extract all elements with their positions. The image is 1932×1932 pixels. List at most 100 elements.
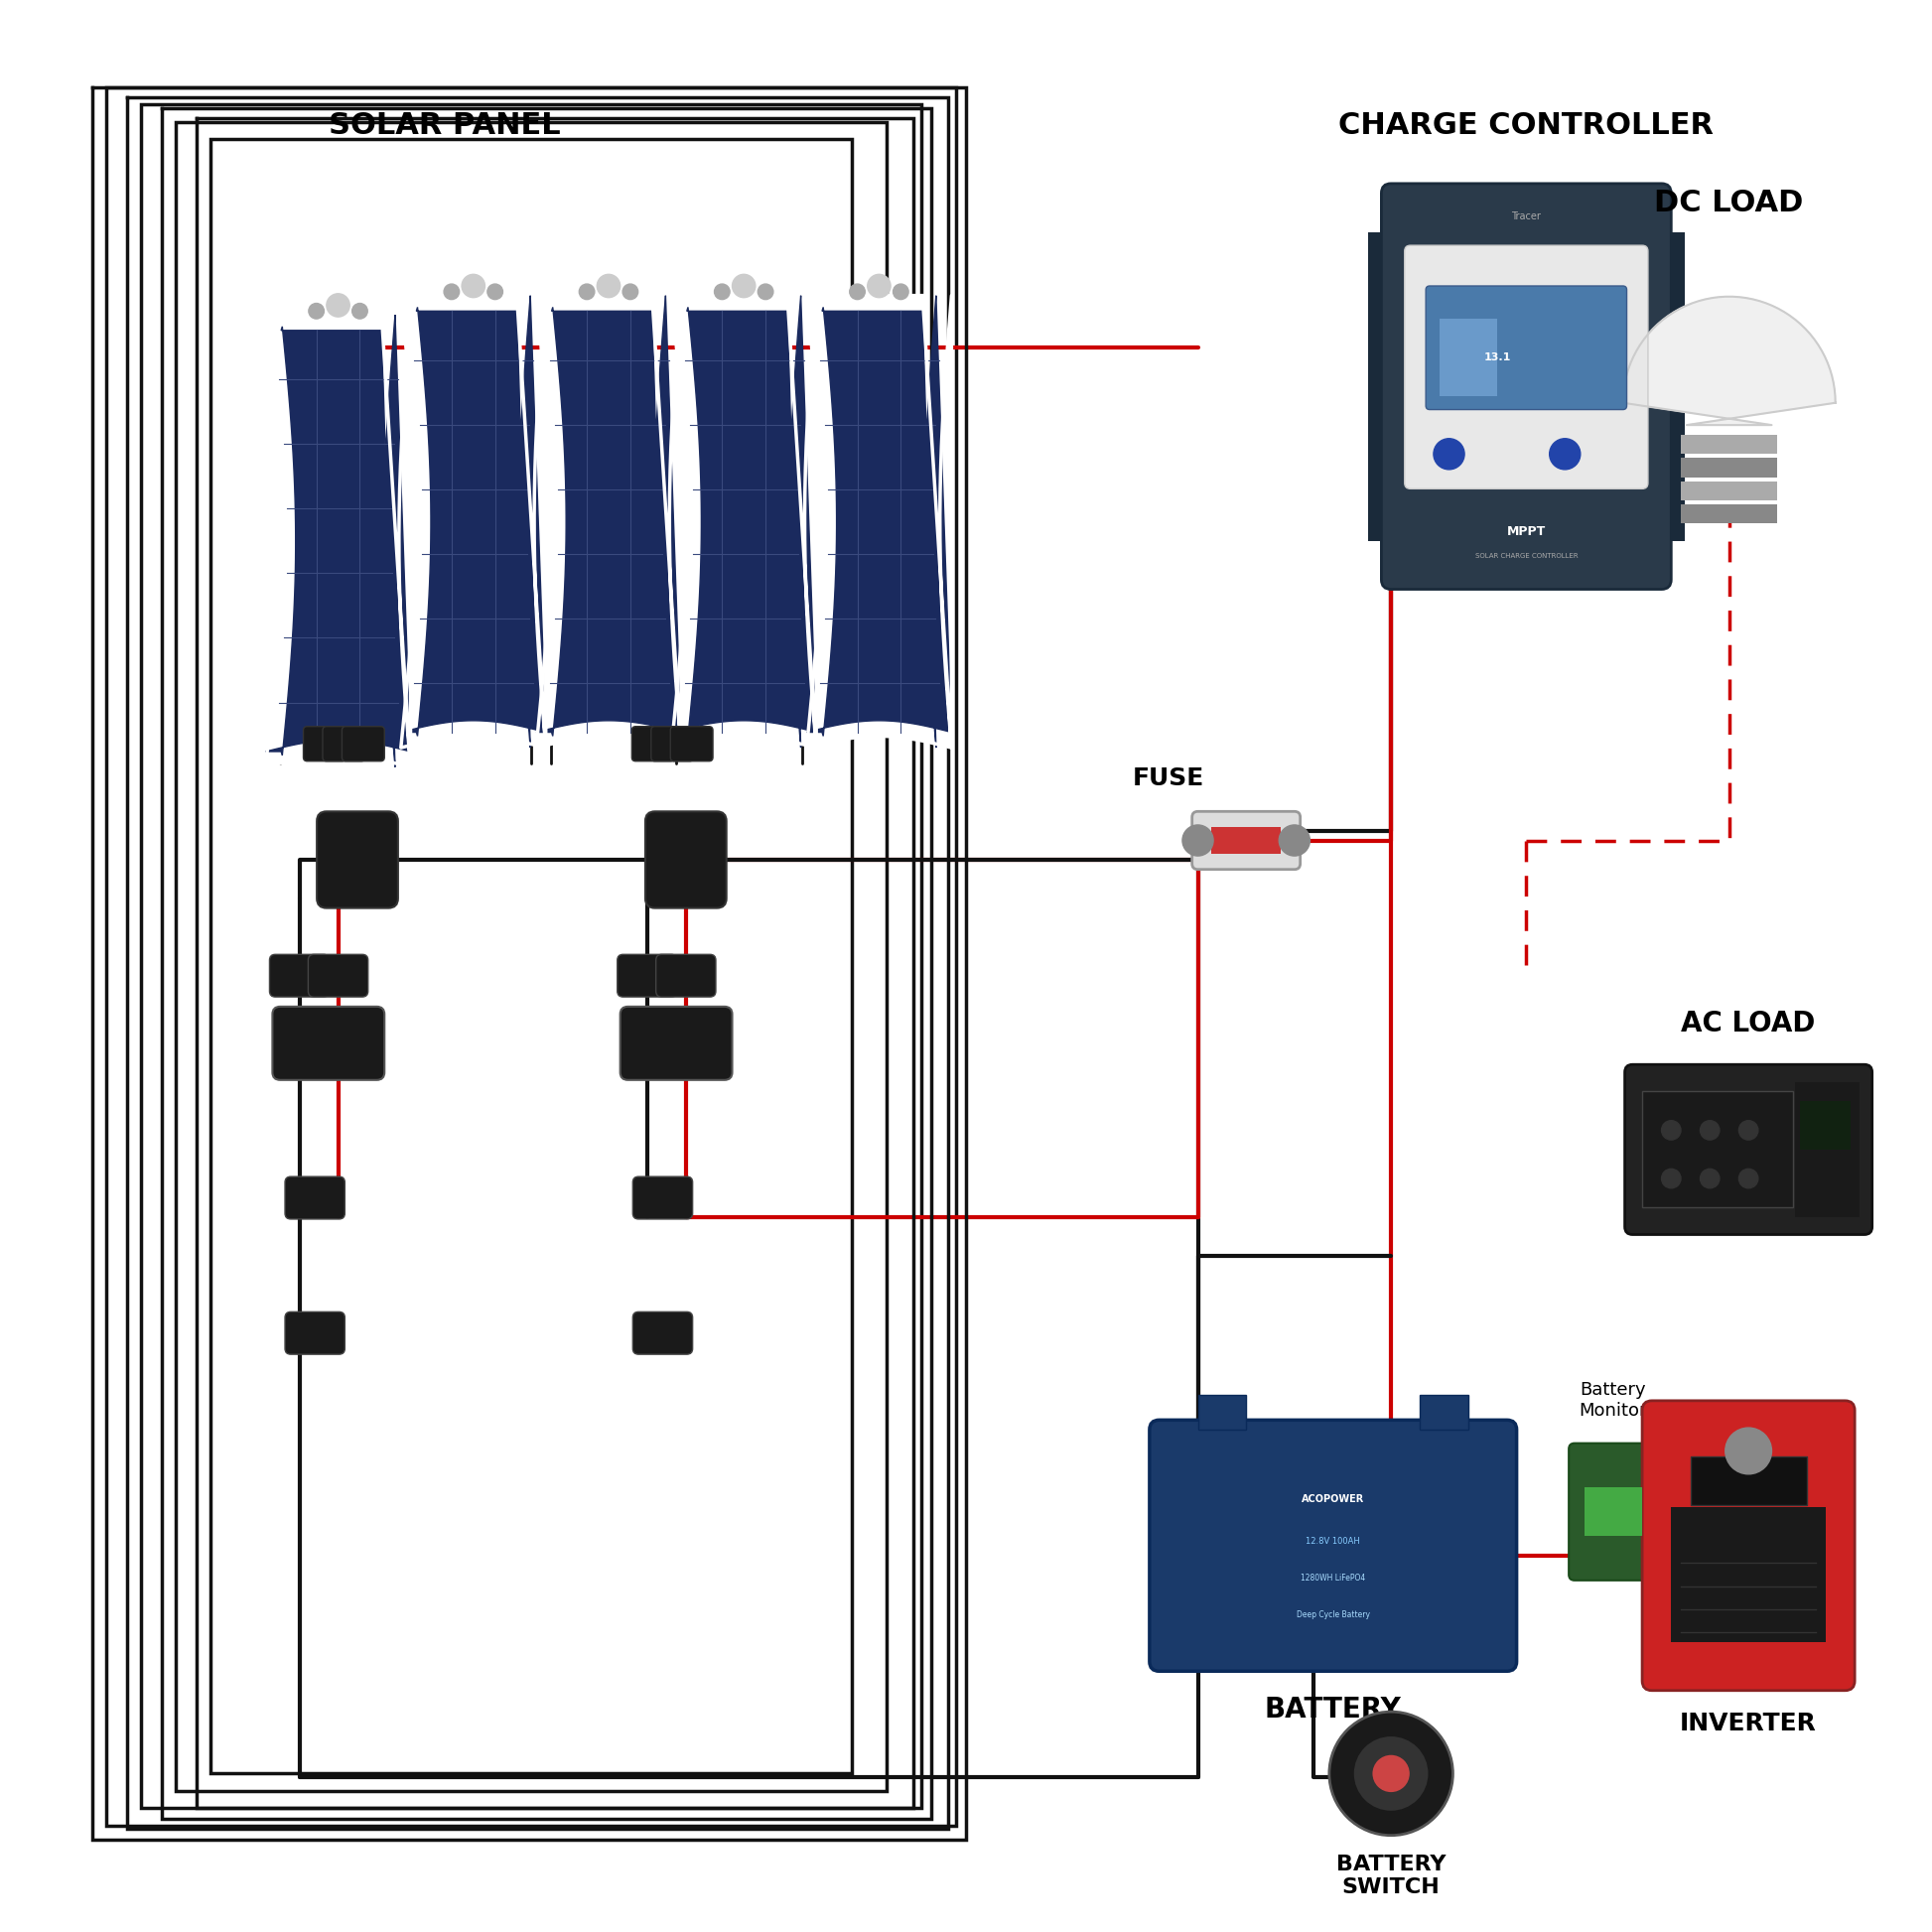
FancyBboxPatch shape: [272, 1007, 384, 1080]
Polygon shape: [808, 296, 951, 748]
Text: BATTERY: BATTERY: [1265, 1696, 1401, 1723]
FancyBboxPatch shape: [1625, 1065, 1872, 1235]
Bar: [106, 87, 956, 1826]
Circle shape: [850, 284, 866, 299]
Bar: [1642, 1092, 1793, 1208]
FancyBboxPatch shape: [323, 726, 365, 761]
FancyBboxPatch shape: [1426, 286, 1627, 410]
Bar: [1439, 319, 1497, 396]
Polygon shape: [537, 296, 680, 748]
Bar: [1584, 1488, 1642, 1536]
Text: FUSE: FUSE: [1132, 767, 1206, 790]
Text: 12.8V 100AH: 12.8V 100AH: [1306, 1536, 1360, 1546]
Polygon shape: [402, 296, 547, 748]
Circle shape: [1549, 439, 1580, 469]
FancyBboxPatch shape: [634, 1312, 694, 1354]
FancyBboxPatch shape: [618, 954, 678, 997]
FancyBboxPatch shape: [1150, 1420, 1517, 1671]
Text: 1280WH LiFePO4: 1280WH LiFePO4: [1300, 1573, 1366, 1582]
Bar: [176, 122, 887, 1791]
Circle shape: [1329, 1712, 1453, 1835]
FancyBboxPatch shape: [645, 811, 726, 908]
Circle shape: [715, 284, 730, 299]
Circle shape: [622, 284, 638, 299]
Circle shape: [327, 294, 350, 317]
Bar: [1211, 827, 1281, 854]
Circle shape: [1739, 1121, 1758, 1140]
Circle shape: [757, 284, 773, 299]
Text: INVERTER: INVERTER: [1681, 1712, 1816, 1735]
Circle shape: [1434, 439, 1464, 469]
FancyBboxPatch shape: [634, 1177, 694, 1219]
Bar: [1662, 232, 1685, 541]
Circle shape: [1662, 1121, 1681, 1140]
Text: SOLAR PANEL: SOLAR PANEL: [328, 112, 560, 139]
Circle shape: [580, 284, 595, 299]
Polygon shape: [1623, 298, 1835, 425]
Bar: [1198, 1395, 1246, 1430]
FancyBboxPatch shape: [307, 954, 367, 997]
Bar: [1795, 1082, 1861, 1217]
Text: Tracer: Tracer: [1511, 211, 1542, 222]
Bar: [1690, 1457, 1806, 1505]
Bar: [1681, 458, 1777, 477]
Text: MPPT: MPPT: [1507, 526, 1546, 537]
Text: BATTERY
SWITCH: BATTERY SWITCH: [1337, 1855, 1445, 1897]
Polygon shape: [265, 315, 410, 767]
FancyBboxPatch shape: [303, 726, 346, 761]
FancyBboxPatch shape: [269, 954, 328, 997]
Text: CHARGE CONTROLLER: CHARGE CONTROLLER: [1339, 112, 1714, 139]
Bar: [141, 104, 922, 1808]
Circle shape: [1700, 1169, 1719, 1188]
Circle shape: [1662, 1169, 1681, 1188]
FancyBboxPatch shape: [620, 1007, 732, 1080]
Circle shape: [1700, 1121, 1719, 1140]
Bar: [1681, 435, 1777, 454]
Circle shape: [1279, 825, 1310, 856]
Circle shape: [1372, 1754, 1410, 1793]
FancyBboxPatch shape: [342, 726, 384, 761]
FancyBboxPatch shape: [317, 811, 398, 908]
FancyBboxPatch shape: [286, 1177, 344, 1219]
Bar: [211, 139, 852, 1774]
Circle shape: [1354, 1737, 1428, 1810]
Text: AC LOAD: AC LOAD: [1681, 1010, 1816, 1037]
Bar: [1681, 504, 1777, 524]
Polygon shape: [808, 296, 951, 748]
FancyBboxPatch shape: [1405, 245, 1648, 489]
Text: Battery
Monitor: Battery Monitor: [1578, 1381, 1648, 1420]
FancyBboxPatch shape: [651, 726, 694, 761]
Polygon shape: [265, 315, 410, 767]
Polygon shape: [537, 296, 680, 748]
FancyBboxPatch shape: [1569, 1443, 1658, 1580]
Bar: [1799, 1101, 1851, 1150]
Text: ACOPOWER: ACOPOWER: [1302, 1493, 1364, 1505]
Circle shape: [597, 274, 620, 298]
Circle shape: [732, 274, 755, 298]
Circle shape: [1739, 1169, 1758, 1188]
Bar: [1681, 481, 1777, 500]
FancyBboxPatch shape: [670, 726, 713, 761]
Polygon shape: [672, 296, 815, 748]
Bar: [1368, 232, 1391, 541]
Text: 13.1: 13.1: [1484, 352, 1511, 363]
Bar: [1671, 1507, 1826, 1642]
Circle shape: [309, 303, 325, 319]
FancyBboxPatch shape: [1642, 1401, 1855, 1690]
Bar: [1420, 1395, 1468, 1430]
Circle shape: [352, 303, 367, 319]
Text: SOLAR CHARGE CONTROLLER: SOLAR CHARGE CONTROLLER: [1474, 553, 1578, 560]
FancyBboxPatch shape: [286, 1312, 344, 1354]
FancyBboxPatch shape: [632, 726, 674, 761]
Text: DC LOAD: DC LOAD: [1654, 189, 1804, 216]
Circle shape: [893, 284, 908, 299]
Circle shape: [1182, 825, 1213, 856]
Polygon shape: [672, 296, 815, 748]
FancyBboxPatch shape: [1381, 184, 1671, 589]
Circle shape: [867, 274, 891, 298]
Polygon shape: [402, 296, 547, 748]
FancyBboxPatch shape: [655, 954, 715, 997]
Circle shape: [487, 284, 502, 299]
Circle shape: [444, 284, 460, 299]
Text: Deep Cycle Battery: Deep Cycle Battery: [1296, 1611, 1370, 1619]
